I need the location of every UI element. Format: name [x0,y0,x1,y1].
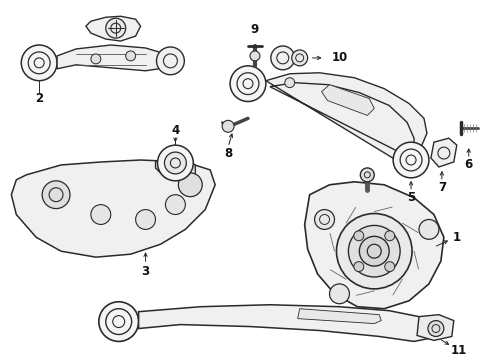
Polygon shape [11,160,215,257]
Circle shape [230,66,266,102]
Circle shape [156,47,184,75]
Circle shape [315,210,335,229]
Circle shape [222,120,234,132]
Polygon shape [321,85,374,116]
Circle shape [42,181,70,208]
Text: 11: 11 [451,344,467,357]
Circle shape [419,220,439,239]
Text: 2: 2 [35,92,43,105]
Circle shape [91,54,101,64]
Polygon shape [417,315,454,341]
Text: 9: 9 [251,23,259,36]
Circle shape [136,210,155,229]
Circle shape [271,46,294,70]
Circle shape [329,284,349,304]
Circle shape [125,51,136,61]
Polygon shape [155,157,196,180]
Text: 3: 3 [142,265,149,278]
Circle shape [385,262,395,271]
Circle shape [354,262,364,271]
Circle shape [250,51,260,61]
Circle shape [91,204,111,224]
Circle shape [165,152,186,174]
Circle shape [106,18,125,38]
Circle shape [360,168,374,182]
Circle shape [99,302,139,341]
Circle shape [157,145,193,181]
Circle shape [21,45,57,81]
Text: 5: 5 [407,191,415,204]
Text: 8: 8 [224,147,232,159]
Text: 7: 7 [438,181,446,194]
Circle shape [292,50,308,66]
Text: 4: 4 [172,124,179,137]
Circle shape [337,213,412,289]
Circle shape [385,231,395,241]
Polygon shape [431,138,457,167]
Circle shape [393,142,429,178]
Circle shape [178,173,202,197]
Polygon shape [86,16,141,41]
Circle shape [285,78,294,87]
Polygon shape [305,182,444,309]
Circle shape [428,321,444,337]
Circle shape [166,195,185,215]
Circle shape [348,225,400,277]
Text: 10: 10 [331,51,347,64]
Circle shape [354,231,364,241]
Text: 6: 6 [465,158,473,171]
Polygon shape [57,45,171,71]
Polygon shape [298,309,381,324]
Polygon shape [266,73,427,168]
Polygon shape [139,305,437,341]
Text: 1: 1 [453,231,461,244]
Circle shape [359,236,389,266]
